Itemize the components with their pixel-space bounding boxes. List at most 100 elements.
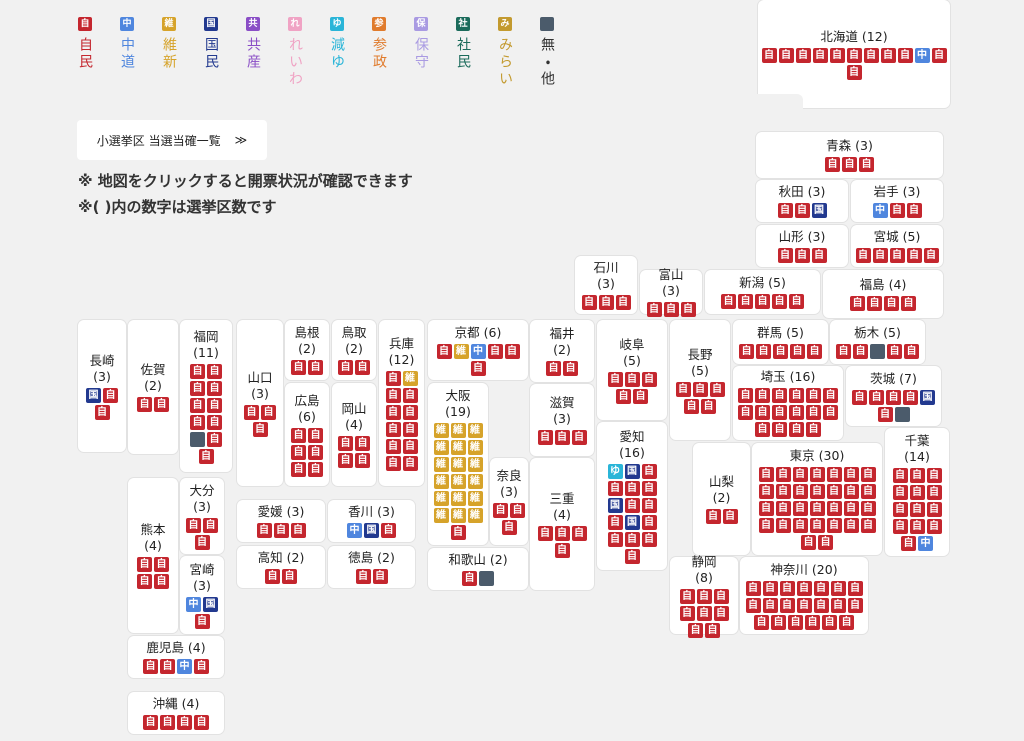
prefecture-tile[interactable]: 宮崎 (3) 中国自	[180, 556, 224, 634]
prefecture-tile[interactable]: 茨城 (7) 自自自自国自	[846, 366, 941, 426]
prefecture-tile[interactable]: 島根 (2) 自自	[285, 320, 329, 380]
prefecture-tile[interactable]: 長野 (5) 自自自自自	[670, 320, 730, 440]
seat-badge: 自	[381, 523, 396, 538]
prefecture-header: 栃木 (5)	[854, 325, 901, 341]
seat-badge: 維	[450, 508, 466, 523]
prefecture-tile[interactable]: 和歌山 (2) 自	[428, 548, 528, 590]
prefecture-tile[interactable]: 三重 (4) 自自自自	[530, 458, 594, 590]
prefecture-tile[interactable]: 石川 (3) 自自自	[575, 256, 637, 314]
prefecture-header: 大阪 (19)	[438, 388, 478, 420]
prefecture-tile[interactable]: 鹿児島 (4) 自自中自	[128, 636, 224, 678]
seat-badge: 国	[364, 523, 379, 538]
prefecture-tile[interactable]: 広島 (6) 自自自自自自	[285, 383, 329, 486]
prefecture-tile[interactable]: 東京 (30) 自自自自自自自自自自自自自自自自自自自自自自自自自自自自自自	[752, 443, 882, 555]
seat-badge: 自	[847, 597, 863, 613]
prefecture-tile[interactable]: 群馬 (5) 自自自自自	[733, 320, 828, 364]
seat-badge: 自	[355, 453, 370, 468]
prefecture-tile[interactable]: 富山 (3) 自自自	[640, 267, 702, 317]
prefecture-tile[interactable]: 岐阜 (5) 自自自自自	[597, 320, 667, 420]
seat-badge: 自	[755, 405, 770, 420]
prefecture-tile[interactable]: 埼玉 (16) 自自自自自自自自自自自自自自自自	[733, 366, 843, 440]
seat-badge: 自	[143, 715, 158, 730]
seat-badge: 維	[467, 423, 483, 438]
district-count: (11)	[193, 344, 219, 360]
prefecture-tile[interactable]: 大阪 (19) 維維維維維維維維維維維維維維維維維維自	[428, 383, 488, 545]
prefecture-tile[interactable]: 兵庫 (12) 自維自自自自自自自自自自	[379, 320, 424, 486]
seat-badge: 自	[554, 525, 570, 541]
seat-badge: 自	[252, 421, 268, 437]
prefecture-tile[interactable]: 山口 (3) 自自自	[237, 320, 283, 486]
prefecture-tile[interactable]: 福島 (4) 自自自自	[823, 270, 943, 318]
seat-badge: 自	[338, 360, 353, 375]
prefecture-tile[interactable]: 鳥取 (2) 自自	[332, 320, 376, 380]
prefecture-tile[interactable]: 岡山 (4) 自自自自	[332, 383, 376, 486]
seat-badge: 維	[450, 440, 466, 455]
prefecture-tile[interactable]: 神奈川 (20) 自自自自自自自自自自自自自自自自自自自自	[740, 557, 868, 634]
seat-badge: 維	[402, 370, 418, 386]
seat-list: 自自自	[581, 295, 631, 310]
seat-badge: 自	[738, 294, 753, 309]
prefecture-tile[interactable]: 熊本 (4) 自自自自	[128, 478, 178, 633]
prefecture-tile[interactable]: 秋田 (3) 自自国	[756, 180, 848, 222]
seat-badge: 自	[889, 203, 905, 218]
prefecture-tile[interactable]: 大分 (3) 自自自	[180, 478, 224, 554]
prefecture-tile[interactable]: 愛媛 (3) 自自自	[237, 500, 325, 542]
seat-badge: 自	[889, 248, 905, 263]
seat-list: 中国自	[347, 523, 396, 538]
prefecture-name: 愛知	[619, 428, 645, 444]
prefecture-tile[interactable]: 千葉 (14) 自自自自自自自自自自自自自中	[885, 428, 949, 556]
prefecture-tile[interactable]: 沖縄 (4) 自自自自	[128, 692, 224, 734]
prefecture-name: 島根	[294, 325, 320, 340]
prefecture-tile[interactable]: 山梨 (2) 自自	[693, 443, 750, 555]
legend-name: れいわ	[287, 37, 303, 88]
seat-badge: 自	[738, 388, 753, 403]
seat-badge: 自	[792, 501, 808, 516]
seat-badge: 自	[771, 614, 786, 630]
prefecture-name: 新潟	[739, 275, 765, 290]
prefecture-tile[interactable]: 京都 (6) 自維中自自自	[428, 320, 528, 380]
prefecture-tile[interactable]: 岩手 (3) 中自自	[851, 180, 943, 222]
prefecture-tile[interactable]: 北海道 (12) 自自自自自自自自自中自自	[758, 0, 950, 108]
prefecture-tile[interactable]: 徳島 (2) 自自	[328, 546, 415, 588]
seat-badge: 自	[739, 344, 754, 359]
seat-badge: 自	[504, 343, 520, 359]
prefecture-tile[interactable]: 静岡 (8) 自自自自自自自自	[670, 554, 738, 638]
seat-badge: 維	[467, 508, 483, 523]
seat-badge: 自	[761, 47, 777, 63]
prefecture-name: 埼玉	[760, 369, 786, 384]
prefecture-tile[interactable]: 愛知 (16) ゆ国自自自自国自自自国自自自自自	[597, 422, 667, 570]
seat-list: 国自自	[81, 387, 123, 420]
seat-badge: 自	[493, 503, 508, 518]
seat-badge: 自	[775, 501, 791, 516]
prefecture-tile[interactable]: 栃木 (5) 自自自自	[830, 320, 925, 364]
seat-badge: 自	[809, 501, 825, 516]
prefecture-tile[interactable]: 山形 (3) 自自自	[756, 225, 848, 267]
prefecture-tile[interactable]: 青森 (3) 自自自	[756, 132, 943, 178]
prefecture-tile[interactable]: 福井 (2) 自自	[530, 320, 594, 382]
seat-list: 自自自自自自自自自自自自自自自自自自自自	[743, 580, 865, 630]
note: ※ 地図をクリックすると開票状況が確認できます	[78, 172, 413, 190]
prefecture-tile[interactable]: 宮城 (5) 自自自自自	[851, 225, 943, 267]
list-button[interactable]: 小選挙区 当選当確一覧 ≫	[77, 120, 267, 160]
district-count: (5)	[768, 275, 786, 290]
prefecture-tile[interactable]: 奈良 (3) 自自自	[490, 458, 528, 545]
district-count: (5)	[902, 229, 921, 244]
seat-badge: 自	[554, 430, 570, 445]
seat-badge: 自	[355, 436, 370, 451]
prefecture-tile[interactable]: 滋賀 (3) 自自自	[530, 384, 594, 456]
district-count: (3)	[662, 283, 680, 298]
prefecture-tile[interactable]: 佐賀 (2) 自自	[128, 320, 178, 454]
prefecture-tile[interactable]: 新潟 (5) 自自自自自	[705, 270, 820, 314]
legend-mark: ゆ	[330, 17, 344, 31]
seat-badge: 自	[892, 468, 908, 483]
seat-badge: 自	[265, 569, 280, 584]
prefecture-tile[interactable]: 香川 (3) 中国自	[328, 500, 415, 542]
prefecture-tile[interactable]: 長崎 (3) 国自自	[78, 320, 126, 452]
prefecture-tile[interactable]: 福岡 (11) 自自自自自自自自自自	[180, 320, 232, 472]
legend-name: 維新	[161, 37, 177, 71]
seat-list: 中国自	[183, 596, 221, 629]
seat-badge: 自	[794, 203, 810, 218]
seat-badge: 自	[624, 548, 640, 564]
seat-badge: 自	[818, 535, 833, 550]
prefecture-tile[interactable]: 高知 (2) 自自	[237, 546, 325, 588]
